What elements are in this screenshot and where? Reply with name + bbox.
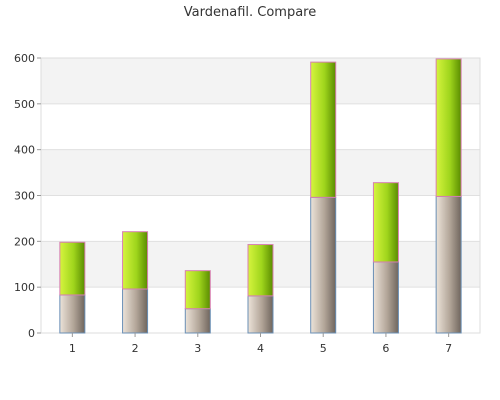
y-axis-ticks: 0 100 200 300 400 500 600 (14, 52, 41, 340)
bar-segment-upper (184, 270, 211, 310)
grid-bands (41, 58, 480, 333)
y-tick-label: 0 (28, 327, 35, 340)
x-tick-label: 5 (320, 342, 327, 355)
bars (59, 58, 462, 334)
y-tick-label: 200 (14, 235, 35, 248)
bar-segment-lower (122, 288, 149, 334)
bar-segment-lower (247, 295, 274, 334)
chart-title: Vardenafil. Compare (183, 5, 317, 20)
bar-segment-upper (435, 58, 462, 197)
bar-segment-lower (184, 308, 211, 334)
x-tick-label: 7 (445, 342, 452, 355)
x-tick-label: 1 (69, 342, 76, 355)
grid-band (41, 58, 480, 104)
y-tick-label: 600 (14, 52, 35, 65)
grid-band (41, 149, 480, 196)
x-axis-ticks: 1 2 3 4 5 6 7 (69, 333, 452, 355)
bar-segment-upper (247, 244, 274, 297)
bar-segment-upper (310, 61, 337, 198)
y-tick-label: 300 (14, 190, 35, 203)
x-tick-label: 6 (382, 342, 389, 355)
grid-band (41, 103, 480, 150)
bar-segment-lower (372, 261, 399, 334)
x-tick-label: 3 (194, 342, 201, 355)
bar-segment-upper (122, 231, 149, 290)
y-tick-label: 400 (14, 144, 35, 157)
grid-band (41, 195, 480, 242)
bar-segment-lower (310, 196, 337, 334)
bar-segment-lower (59, 294, 86, 334)
bar-segment-upper (59, 241, 86, 296)
y-tick-label: 100 (14, 281, 35, 294)
bar-segment-upper (372, 182, 399, 263)
x-tick-label: 2 (132, 342, 139, 355)
y-tick-label: 500 (14, 98, 35, 111)
bar-segment-lower (435, 195, 462, 334)
x-tick-label: 4 (257, 342, 264, 355)
